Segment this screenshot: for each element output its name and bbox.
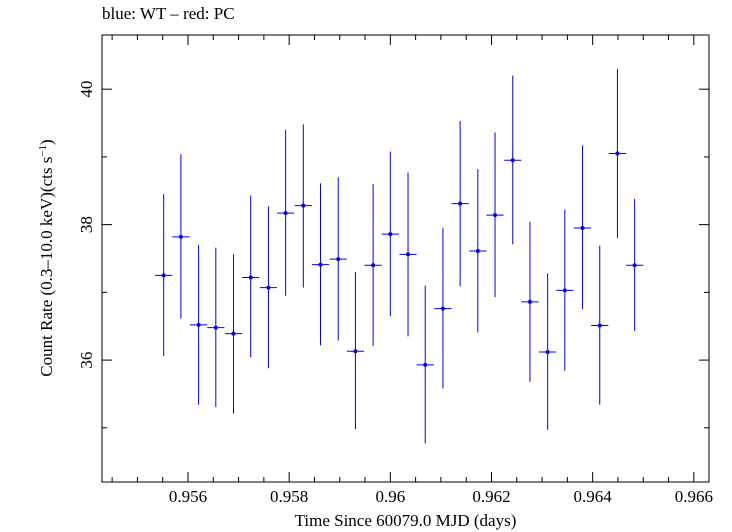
point-marker bbox=[388, 232, 393, 237]
data-point bbox=[399, 172, 417, 337]
x-axis-label: Time Since 60079.0 MJD (days) bbox=[295, 511, 517, 530]
chart-title: blue: WT – red: PC bbox=[102, 4, 235, 23]
data-point bbox=[259, 206, 278, 369]
point-marker bbox=[371, 263, 376, 268]
data-point bbox=[451, 121, 469, 287]
point-marker bbox=[196, 322, 201, 327]
data-point bbox=[242, 195, 260, 358]
point-marker bbox=[440, 306, 445, 311]
data-point bbox=[416, 285, 434, 444]
data-point bbox=[591, 245, 609, 405]
point-marker bbox=[632, 263, 637, 268]
x-tick-label: 0.96 bbox=[375, 487, 405, 506]
point-marker bbox=[510, 158, 515, 163]
y-axis-label-superscript: −1 bbox=[37, 145, 49, 157]
data-point bbox=[329, 177, 347, 341]
point-marker bbox=[248, 275, 253, 280]
y-axis-label-main: Count Rate (0.3–10.0 keV)(cts s bbox=[37, 157, 56, 377]
y-tick-labels: 36 38 40 bbox=[77, 81, 96, 369]
point-marker bbox=[406, 252, 411, 257]
data-point bbox=[486, 132, 504, 298]
point-marker bbox=[545, 349, 550, 354]
x-tick-labels: 0.956 0.958 0.96 0.962 0.964 0.966 bbox=[169, 487, 713, 506]
y-tick-label: 36 bbox=[77, 352, 96, 369]
data-point bbox=[539, 273, 557, 430]
data-points bbox=[155, 68, 644, 444]
data-point bbox=[155, 194, 173, 357]
point-marker bbox=[458, 201, 463, 206]
axis-ticks bbox=[102, 35, 709, 482]
point-marker bbox=[597, 323, 602, 328]
x-tick-label: 0.958 bbox=[270, 487, 308, 506]
x-tick-label: 0.964 bbox=[574, 487, 613, 506]
data-point bbox=[311, 183, 330, 346]
point-marker bbox=[423, 362, 428, 367]
data-point bbox=[521, 221, 539, 382]
data-point bbox=[207, 247, 225, 407]
plot-frame bbox=[101, 34, 710, 483]
data-point bbox=[434, 228, 452, 389]
data-point bbox=[556, 209, 574, 371]
point-marker bbox=[562, 288, 567, 293]
data-point bbox=[277, 129, 295, 296]
data-point bbox=[626, 198, 644, 331]
y-tick-label: 38 bbox=[77, 216, 96, 233]
data-point bbox=[364, 184, 382, 346]
point-marker bbox=[527, 299, 532, 304]
y-axis-label: Count Rate (0.3–10.0 keV)(cts s−1) bbox=[37, 139, 56, 376]
point-marker bbox=[231, 331, 236, 336]
point-marker bbox=[353, 349, 358, 354]
data-point bbox=[224, 254, 243, 414]
data-point bbox=[294, 124, 312, 288]
data-point bbox=[381, 151, 399, 317]
y-tick-label: 40 bbox=[77, 81, 96, 98]
point-marker bbox=[493, 213, 498, 218]
x-tick-label: 0.956 bbox=[169, 487, 207, 506]
data-point bbox=[573, 145, 592, 310]
point-marker bbox=[615, 151, 620, 156]
point-marker bbox=[301, 203, 306, 208]
data-point bbox=[346, 272, 365, 430]
point-marker bbox=[213, 325, 218, 330]
x-tick-label: 0.962 bbox=[472, 487, 510, 506]
data-point bbox=[190, 244, 208, 405]
point-marker bbox=[318, 262, 323, 267]
point-marker bbox=[475, 249, 480, 254]
point-marker bbox=[178, 234, 183, 239]
point-marker bbox=[161, 273, 166, 278]
data-point bbox=[608, 68, 627, 239]
data-point bbox=[172, 154, 190, 319]
point-marker bbox=[283, 211, 288, 216]
point-marker bbox=[580, 226, 585, 231]
data-point bbox=[504, 75, 522, 245]
x-tick-label: 0.966 bbox=[675, 487, 713, 506]
data-point bbox=[469, 169, 487, 333]
point-marker bbox=[336, 257, 341, 262]
point-marker bbox=[266, 285, 271, 290]
y-axis-label-tail: ) bbox=[37, 139, 56, 145]
